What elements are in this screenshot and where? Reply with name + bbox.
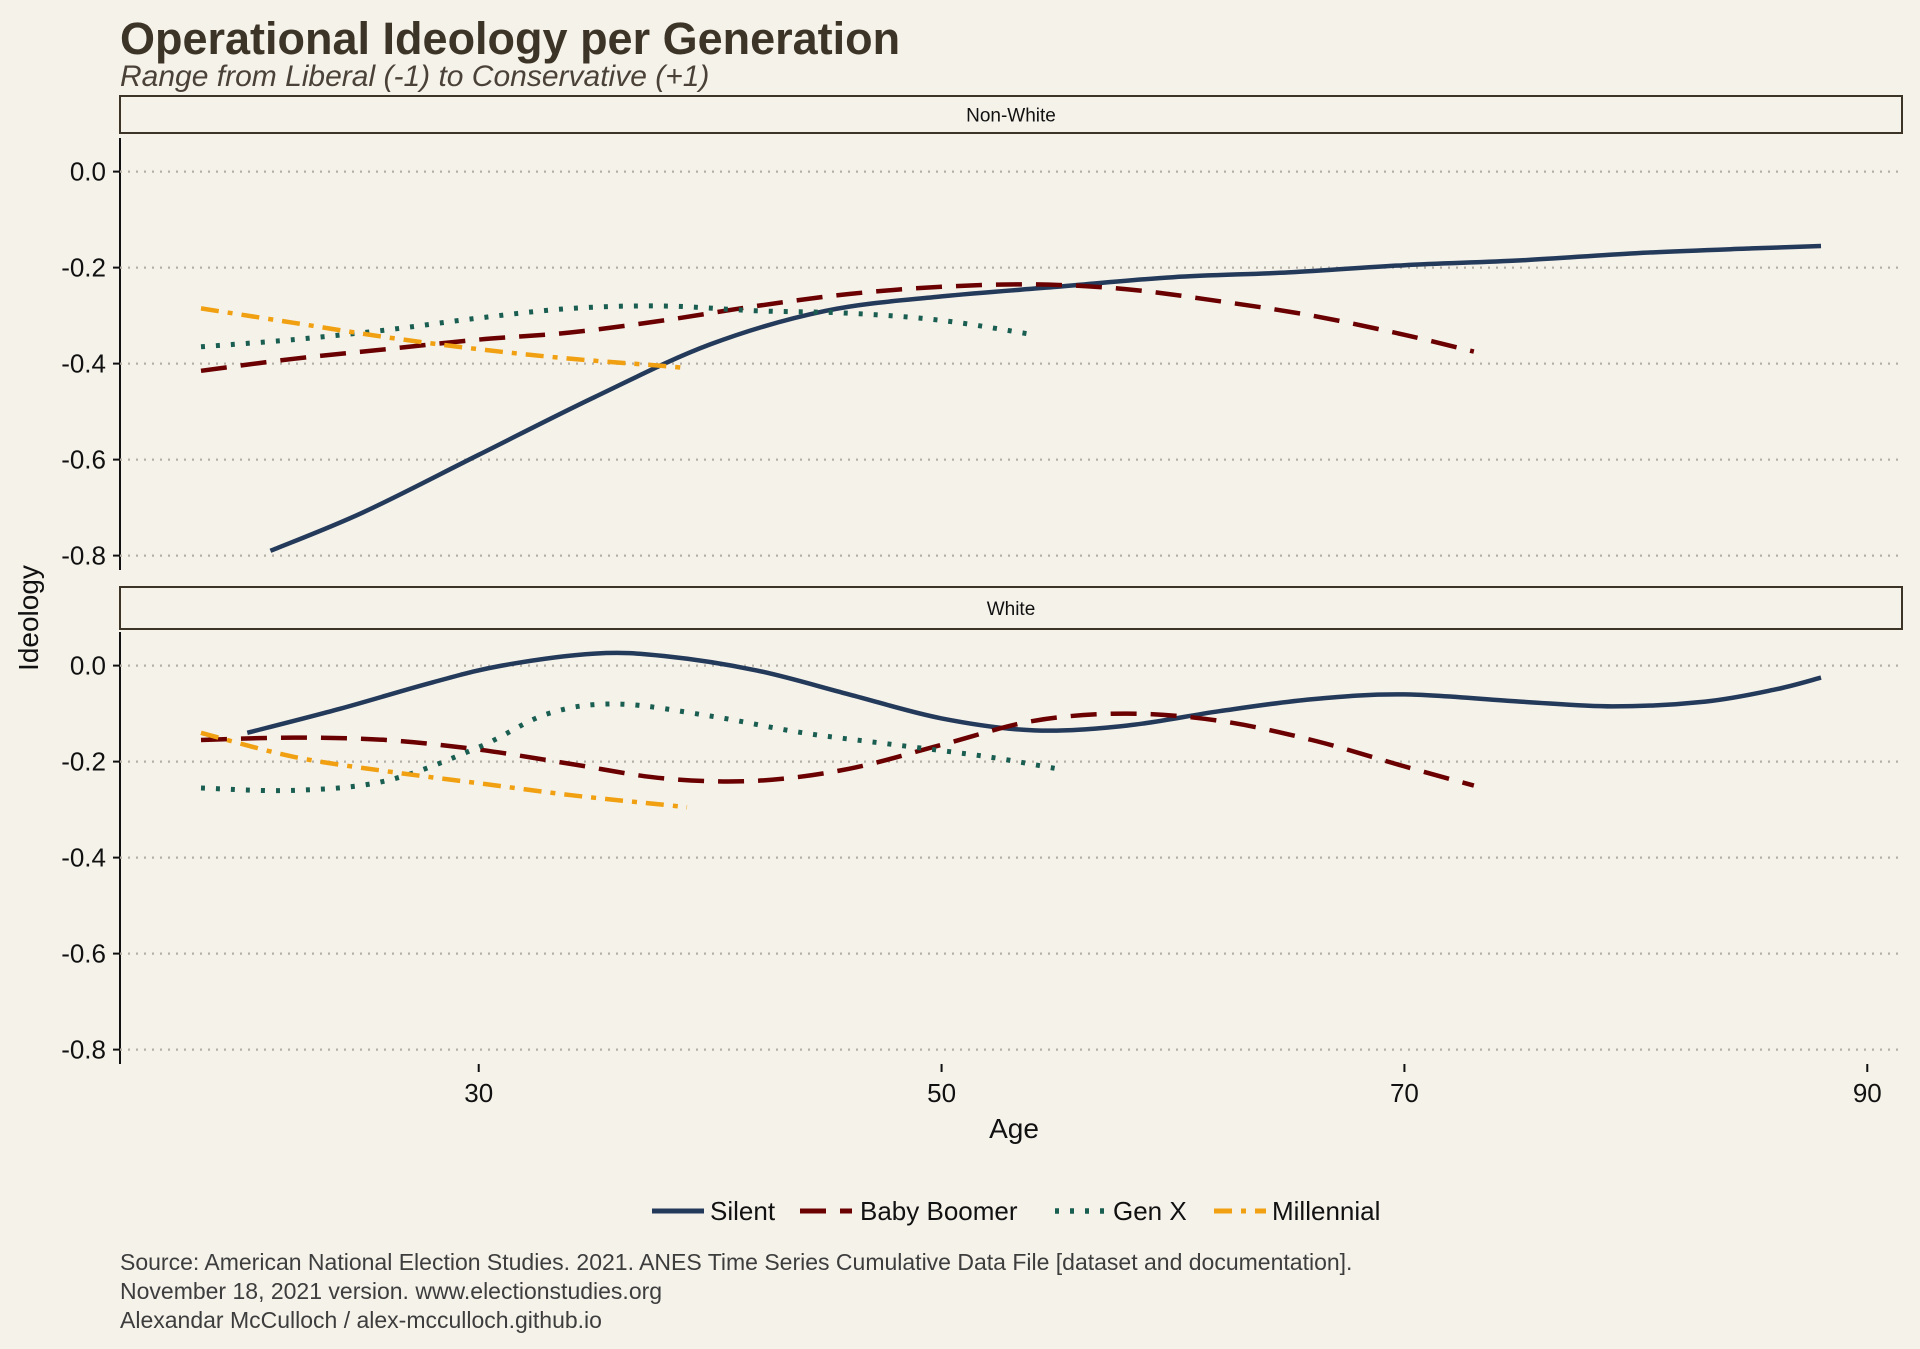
x-tick-label: 90 bbox=[1853, 1078, 1882, 1108]
x-tick-label: 70 bbox=[1390, 1078, 1419, 1108]
y-tick-label: -0.4 bbox=[61, 349, 106, 379]
chart-title: Operational Ideology per Generation bbox=[120, 13, 900, 64]
legend-item-baby-boomer: Baby Boomer bbox=[800, 1196, 1018, 1226]
panel-non-white: Non-White 0.0 -0.2 -0.4 -0.6 -0.8 bbox=[61, 95, 1903, 571]
y-axis-title: Ideology bbox=[13, 565, 44, 671]
y-tick-label: -0.2 bbox=[61, 253, 106, 283]
y-tick-label: -0.8 bbox=[61, 541, 106, 571]
series-line-millennial bbox=[200, 306, 688, 371]
y-tick-label: -0.4 bbox=[61, 843, 106, 873]
panel-strip bbox=[119, 586, 1903, 630]
panel-strip-label: Non-White bbox=[966, 106, 1056, 127]
y-tick-label: -0.8 bbox=[61, 1035, 106, 1065]
caption-line-2: November 18, 2021 version. www.elections… bbox=[120, 1278, 662, 1304]
panel-strip bbox=[119, 95, 1903, 134]
y-tick-label: -0.6 bbox=[61, 939, 106, 969]
panels: Non-White 0.0 -0.2 -0.4 -0.6 -0.8 White 0.0 -0.2… bbox=[61, 95, 1903, 1065]
x-axis: 30 50 70 90 bbox=[464, 1064, 1882, 1108]
x-tick-label: 30 bbox=[464, 1078, 493, 1108]
chart-subtitle: Range from Liberal (-1) to Conservative … bbox=[120, 60, 709, 93]
series-line-silent bbox=[269, 243, 1822, 553]
series-line-baby-boomer bbox=[200, 282, 1475, 374]
series-line-millennial bbox=[200, 730, 688, 810]
x-axis-title: Age bbox=[989, 1113, 1039, 1144]
legend: Silent Baby Boomer Gen X Millennial bbox=[652, 1196, 1380, 1226]
y-tick-label: -0.6 bbox=[61, 445, 106, 475]
caption-line-1: Source: American National Election Studi… bbox=[120, 1249, 1352, 1275]
legend-label-baby-boomer: Baby Boomer bbox=[860, 1196, 1018, 1226]
series-line-gen-x bbox=[200, 701, 1058, 794]
y-tick-label: 0.0 bbox=[70, 157, 106, 187]
series-line-silent bbox=[246, 650, 1822, 735]
legend-item-millennial: Millennial bbox=[1214, 1196, 1380, 1226]
y-tick-label: 0.0 bbox=[70, 651, 106, 681]
y-tick-label: -0.2 bbox=[61, 747, 106, 777]
legend-item-silent: Silent bbox=[652, 1196, 776, 1226]
x-tick-label: 50 bbox=[927, 1078, 956, 1108]
panel-strip-label: White bbox=[987, 599, 1036, 620]
caption-line-3: Alexandar McCulloch / alex-mcculloch.git… bbox=[120, 1307, 602, 1333]
legend-label-gen-x: Gen X bbox=[1113, 1196, 1187, 1226]
legend-label-silent: Silent bbox=[710, 1196, 776, 1226]
legend-item-gen-x: Gen X bbox=[1055, 1196, 1187, 1226]
panel-white: White 0.0 -0.2 -0.4 -0.6 -0.8 bbox=[61, 586, 1903, 1065]
legend-label-millennial: Millennial bbox=[1272, 1196, 1380, 1226]
series-line-baby-boomer bbox=[200, 711, 1475, 788]
